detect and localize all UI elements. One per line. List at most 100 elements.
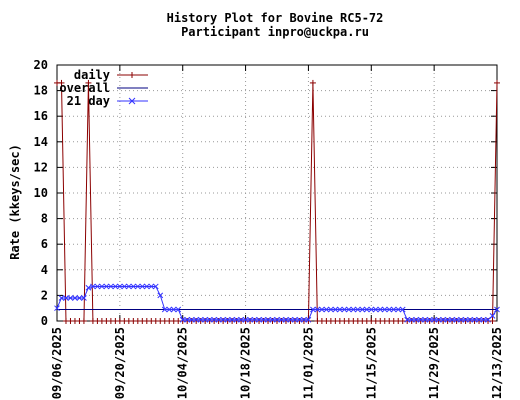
series-21-day-marker: [359, 306, 366, 313]
series-21-day-marker: [197, 316, 204, 323]
series-21-day-marker: [90, 283, 96, 290]
x-tick-label: 11/01/2025: [301, 327, 315, 399]
tick-labels: 0 2 4 6 8 10 12 14 16 18 20 09/06/2025 09/20/2025 10/…: [34, 58, 504, 399]
series-21-day-marker: [494, 306, 500, 313]
series-daily-marker: [58, 79, 65, 86]
series-21-day-marker: [260, 316, 267, 323]
series-21-day-marker: [134, 283, 141, 290]
series-21-day-marker: [206, 316, 213, 323]
series-21-day-marker: [58, 295, 65, 301]
series-21-day-marker: [242, 316, 249, 323]
series-21-day-marker: [130, 283, 137, 290]
series-daily-marker: [80, 318, 87, 324]
y-tick-label: 14: [34, 135, 48, 149]
series-21-day-marker: [247, 316, 253, 323]
series-21-day-marker: [345, 306, 352, 313]
series-daily-marker: [489, 318, 496, 324]
series-21-day-marker: [220, 316, 226, 323]
series-21-day-marker: [476, 316, 482, 323]
series-21-day-line: [56, 285, 498, 321]
series-21-day-marker: [224, 316, 231, 323]
y-tick-label: 20: [34, 58, 48, 72]
series-21-day-marker: [305, 316, 312, 323]
series-21-day-marker: [377, 306, 384, 313]
series-21-day-marker: [184, 316, 191, 323]
series-21-day-marker: [121, 283, 128, 290]
series-21-day-marker: [274, 316, 280, 323]
series-21-day-marker: [390, 306, 397, 313]
series-21-day-marker: [368, 306, 375, 313]
series-21-day-marker: [94, 283, 101, 290]
series-21-day-marker: [408, 316, 415, 323]
series-21-day-marker: [278, 316, 285, 323]
x-tick-label: 10/18/2025: [239, 327, 253, 399]
series-21-day-marker: [233, 316, 240, 323]
series-21-day-marker: [179, 316, 186, 323]
series-21-day-marker: [404, 316, 411, 323]
x-tick-label: 11/15/2025: [364, 327, 378, 399]
y-tick-label: 18: [34, 84, 48, 98]
series-21-day-marker: [72, 295, 78, 301]
series-21-day-marker: [188, 316, 195, 323]
grid: [57, 65, 497, 321]
series-21-day-marker: [99, 283, 105, 290]
series-21-day-marker: [296, 316, 303, 323]
series-21-day-marker: [426, 316, 433, 323]
series-21-day-marker: [148, 283, 155, 290]
series-21-day-marker: [444, 316, 451, 323]
series-21-day-marker: [63, 295, 69, 301]
series-21-day-marker: [117, 283, 123, 290]
series-21-day-marker: [395, 306, 402, 313]
y-tick-label: 10: [34, 186, 48, 200]
series-21-day-marker: [435, 316, 442, 323]
series-21-day-marker: [229, 316, 235, 323]
series-21-day-marker: [161, 306, 168, 313]
series-21-day-marker: [328, 306, 334, 313]
series-21-day-marker: [292, 316, 298, 323]
series-21-day-marker: [256, 316, 262, 323]
series-21-day-marker: [139, 283, 146, 290]
series-21-day-marker: [166, 306, 173, 313]
series-21-day-marker: [238, 316, 244, 323]
series-21-day-marker: [462, 316, 469, 323]
series-21-day-marker: [251, 316, 258, 323]
series-21-day-marker: [337, 306, 343, 313]
legend-marker-21-day: [128, 97, 136, 105]
series-21-day-marker: [413, 316, 420, 323]
series-21-day-marker: [350, 306, 357, 313]
chart-title: History Plot for Bovine RC5-72: [167, 11, 384, 25]
y-tick-label: 16: [34, 109, 48, 123]
series-21-day-marker: [211, 316, 217, 323]
series-21-day-marker: [143, 283, 150, 290]
series-group: [54, 79, 500, 324]
y-tick-label: 2: [41, 288, 48, 302]
series-21-day-marker: [417, 316, 424, 323]
series-21-day-marker: [332, 306, 339, 313]
series-21-day-marker: [269, 316, 276, 323]
x-tick-label: 10/04/2025: [176, 327, 190, 399]
x-tick-label: 11/29/2025: [427, 327, 441, 399]
y-axis-label: Rate (kkeys/sec): [8, 144, 22, 260]
series-21-day-marker: [341, 306, 348, 313]
x-tick-label: 09/20/2025: [113, 327, 127, 399]
series-21-day-marker: [489, 313, 496, 319]
y-tick-label: 6: [41, 237, 48, 251]
series-21-day-marker: [76, 295, 83, 301]
series-21-day-marker: [453, 316, 460, 323]
series-21-day-marker: [323, 306, 330, 313]
series-21-day-marker: [310, 306, 316, 313]
series-21-day-marker: [431, 316, 437, 323]
y-tick-label: 4: [41, 263, 48, 277]
series-21-day-marker: [103, 283, 110, 290]
series-21-day-marker: [54, 305, 60, 312]
series-21-day-marker: [283, 316, 289, 323]
y-tick-label: 8: [41, 212, 48, 226]
series-21-day-marker: [440, 316, 446, 323]
series-21-day-marker: [215, 316, 222, 323]
series-21-day-marker: [314, 306, 321, 313]
series-21-day-marker: [372, 306, 379, 313]
series-21-day-marker: [471, 316, 478, 323]
x-tick-label: 09/06/2025: [50, 327, 64, 399]
series-21-day-marker: [381, 306, 388, 313]
